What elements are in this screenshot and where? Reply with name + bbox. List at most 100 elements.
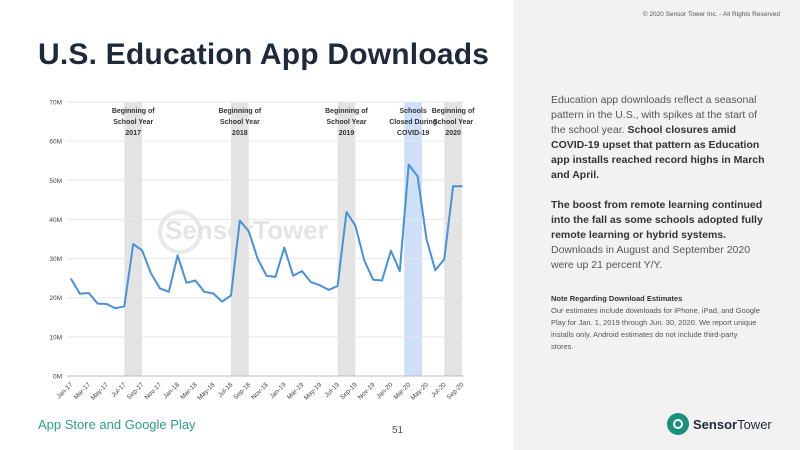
summary-covid: School closures amid COVID-19 upset that… — [551, 124, 765, 181]
data-point — [336, 285, 339, 287]
data-point — [159, 287, 161, 290]
data-point — [372, 278, 374, 281]
logo-text-normal: Tower — [737, 416, 772, 432]
data-point — [381, 279, 383, 282]
data-point — [176, 254, 179, 257]
highlight-labels: Beginning of School Year 2017 Beginning of S… — [112, 108, 475, 137]
data-point — [79, 293, 81, 295]
x-tick-label: Sep-18 — [232, 381, 252, 401]
x-tick-label: Mar-20 — [393, 381, 413, 401]
highlight-label: 2020 — [445, 130, 461, 137]
data-point — [247, 230, 250, 232]
highlight-bands — [124, 102, 462, 376]
watermark-logo-icon — [158, 210, 202, 254]
data-point — [194, 279, 197, 282]
data-point — [221, 300, 223, 303]
highlight-label: COVID-19 — [397, 130, 429, 137]
x-tick-label: Sep-17 — [126, 381, 146, 401]
note-title: Note Regarding Download Estimates — [551, 294, 683, 303]
data-point — [425, 238, 428, 240]
highlight-band — [404, 102, 423, 376]
data-point — [390, 249, 392, 252]
x-tick-label: Nov-19 — [357, 381, 377, 401]
data-point — [345, 211, 348, 213]
source-label: App Store and Google Play — [38, 417, 196, 432]
x-tick-label: Sep-19 — [339, 381, 359, 401]
data-point — [398, 270, 401, 272]
logo-icon — [667, 413, 689, 435]
y-tick-label: 40M — [49, 217, 62, 224]
data-point — [123, 305, 126, 308]
data-point — [212, 292, 214, 295]
data-point — [150, 272, 152, 275]
highlight-label: School Year — [327, 119, 367, 126]
x-tick-label: Nov-18 — [250, 381, 270, 401]
x-tick-label: Jan-17 — [55, 381, 74, 400]
data-point — [96, 302, 99, 305]
x-tick-label: May-17 — [90, 381, 111, 402]
data-point — [274, 276, 277, 278]
page-number: 51 — [392, 425, 404, 436]
highlight-band — [444, 102, 462, 376]
x-tick-label: Nov-17 — [144, 381, 164, 401]
data-point — [363, 259, 366, 262]
data-point — [310, 281, 312, 283]
data-point — [434, 269, 437, 272]
x-tick-label: May-19 — [303, 381, 324, 402]
data-point — [167, 291, 170, 293]
data-point — [319, 284, 321, 286]
downloads-series — [70, 163, 463, 310]
data-point — [70, 278, 72, 280]
highlight-label: Beginning of — [432, 108, 475, 115]
summary-yoy: Downloads in August and September 2020 w… — [551, 244, 751, 271]
data-point — [87, 292, 90, 294]
y-tick-label: 70M — [49, 100, 62, 107]
data-point — [452, 185, 454, 187]
highlight-label: School Year — [220, 119, 260, 126]
y-axis-ticks: 0M 10M 20M 30M 40M 50M 60M 70M — [49, 100, 62, 381]
y-tick-label: 50M — [49, 178, 62, 185]
highlight-band — [230, 102, 249, 376]
data-point — [283, 246, 286, 249]
note-text: Our estimates include downloads for iPho… — [551, 306, 760, 351]
y-tick-label: 60M — [49, 139, 62, 146]
data-point — [354, 224, 357, 227]
highlight-label: 2018 — [232, 130, 248, 137]
highlight-label: 2019 — [339, 130, 355, 137]
data-point — [105, 303, 108, 305]
data-point — [141, 249, 143, 252]
data-point — [230, 294, 232, 297]
sensortower-logo: SensorTower — [667, 413, 772, 435]
line-chart: 0M 10M 20M 30M 40M 50M 60M 70M Jan-17Mar-17May-… — [49, 100, 475, 402]
highlight-label: Closed During — [389, 119, 437, 126]
data-point — [114, 307, 117, 310]
data-point — [461, 185, 463, 187]
highlight-band — [124, 102, 143, 376]
highlight-label: Schools — [400, 108, 427, 115]
summary-remote: The boost from remote learning continued… — [551, 199, 763, 241]
data-point — [407, 163, 410, 166]
page-title: U.S. Education App Downloads — [38, 38, 490, 71]
x-tick-label: May-18 — [196, 381, 217, 402]
copyright-text: © 2020 Sensor Tower Inc. - All Rights Re… — [642, 11, 780, 18]
data-point — [292, 274, 294, 277]
highlight-label: 2017 — [125, 130, 141, 137]
highlight-label: Beginning of — [112, 108, 155, 115]
data-point — [265, 274, 268, 277]
data-point — [327, 289, 330, 291]
x-tick-label: Jan-19 — [269, 381, 288, 400]
highlight-label: Beginning of — [325, 108, 368, 115]
data-point — [443, 258, 446, 261]
logo-text-bold: Sensor — [693, 416, 738, 432]
summary-text: Education app downloads reflect a season… — [551, 93, 766, 288]
data-point — [416, 175, 419, 178]
data-point — [301, 270, 303, 272]
download-note: Note Regarding Download Estimates Our es… — [551, 293, 761, 353]
highlight-band — [337, 102, 356, 376]
y-tick-label: 30M — [49, 256, 62, 263]
x-tick-label: May-20 — [410, 381, 431, 402]
logo-text: SensorTower — [693, 417, 772, 432]
x-tick-label: Jan-20 — [375, 381, 394, 400]
data-point — [185, 282, 188, 284]
